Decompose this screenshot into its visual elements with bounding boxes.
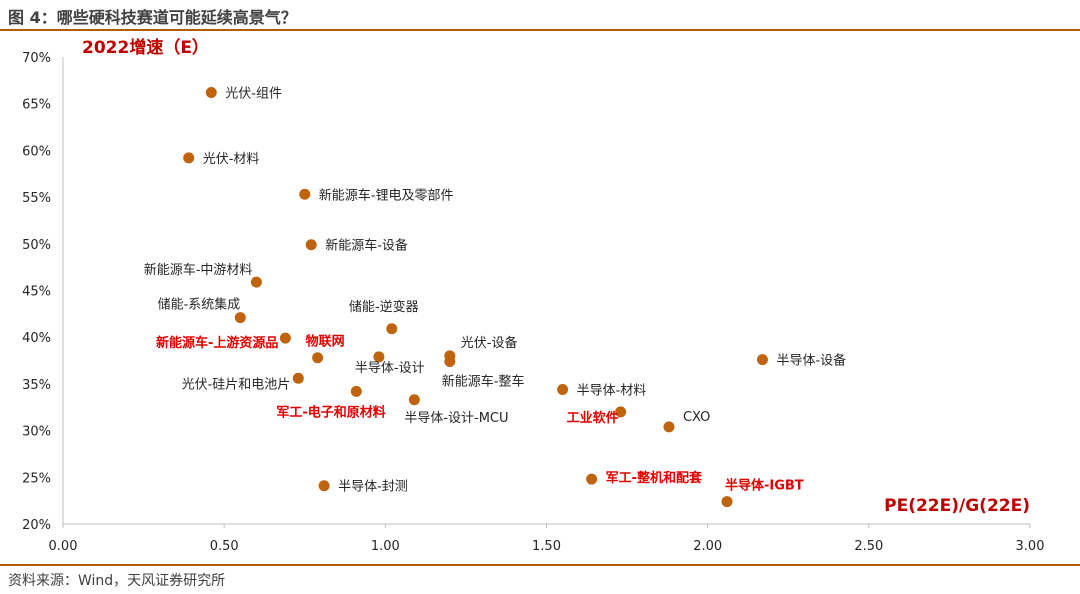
point-label: 光伏-设备 [461,335,518,351]
point-label: 新能源车-设备 [325,238,408,254]
point-label: 半导体-封测 [338,480,408,495]
y-axis-title: 2022增速（E） [82,37,209,58]
scatter-point [292,372,304,384]
point-label: 半导体-设备 [776,353,846,369]
point-label: 光伏-组件 [225,86,282,101]
scatter-point [299,188,311,200]
point-label: 光伏-硅片和电池片 [182,377,291,392]
scatter-point [318,480,330,492]
top-rule [0,29,1080,31]
y-tick-label: 70% [22,51,51,66]
point-label: 储能-系统集成 [158,297,241,313]
scatter-point [250,276,262,288]
scatter-point [408,394,420,406]
scatter-point [312,352,324,364]
figure-title: 图 4：哪些硬科技赛道可能延续高景气？ [8,8,297,27]
scatter-point [663,421,675,433]
y-tick-label: 60% [22,144,51,159]
point-label: 半导体-IGBT [725,478,804,494]
scatter-point [756,354,768,366]
y-tick-label: 55% [22,191,51,206]
y-tick-label: 20% [22,518,51,533]
scatter-point [586,473,598,485]
x-tick-label: 3.00 [1016,539,1045,554]
scatter-point [386,323,398,335]
point-label: 新能源车-锂电及零部件 [319,187,454,203]
point-label: 新能源车-整车 [442,373,525,389]
scatter-point [183,152,195,164]
x-tick-label: 1.50 [532,539,561,554]
point-label: 半导体-设计 [355,361,425,376]
bottom-rule [0,564,1080,566]
x-tick-label: 2.50 [854,539,883,554]
y-tick-label: 35% [22,378,51,393]
scatter-point [721,496,733,508]
y-tick-labels: 20% 25% 30% 35% 40% 45% 50% 55% 60% 65% 70% [22,51,51,533]
y-tick-label: 45% [22,285,51,300]
point-label: 工业软件 [567,410,619,426]
y-tick-label: 40% [22,331,51,346]
scatter-point [305,239,317,251]
point-label: 光伏-材料 [203,152,260,167]
point-label: 半导体-材料 [577,384,647,399]
data-labels: 光伏-组件光伏-材料新能源车-锂电及零部件新能源车-设备新能源车-中游材料储能-… [144,86,846,494]
x-tick-label: 0.00 [49,539,78,554]
x-tick-labels: 0.00 0.50 1.00 1.50 2.00 2.50 3.00 [49,539,1045,554]
scatter-point [279,332,291,344]
scatter-point [615,406,627,418]
data-points [183,86,768,508]
point-label: 军工-整机和配套 [606,470,703,486]
point-label: 物联网 [306,334,345,350]
point-label: 半导体-设计-MCU [404,411,508,426]
point-label: 新能源车-中游材料 [144,262,253,278]
source-note: 资料来源：Wind，天风证券研究所 [8,573,226,589]
scatter-point [444,355,456,367]
x-axis-title: PE(22E)/G(22E) [884,496,1030,516]
point-label: 新能源车-上游资源品 [156,335,278,351]
y-tick-label: 50% [22,238,51,253]
x-tick-label: 0.50 [210,539,239,554]
scatter-point [234,312,246,324]
y-tick-label: 65% [22,98,51,113]
y-tick-label: 25% [22,471,51,486]
scatter-point [205,86,217,98]
chart-axes [62,57,1031,528]
point-label: 军工-电子和原材料 [276,404,385,420]
x-tick-label: 2.00 [693,539,722,554]
scatter-point [373,351,385,363]
point-label: CXO [683,410,710,425]
scatter-point [350,385,362,397]
point-label: 储能-逆变器 [349,299,419,315]
x-tick-label: 1.00 [371,539,400,554]
scatter-point [557,384,569,396]
y-tick-label: 30% [22,425,51,440]
